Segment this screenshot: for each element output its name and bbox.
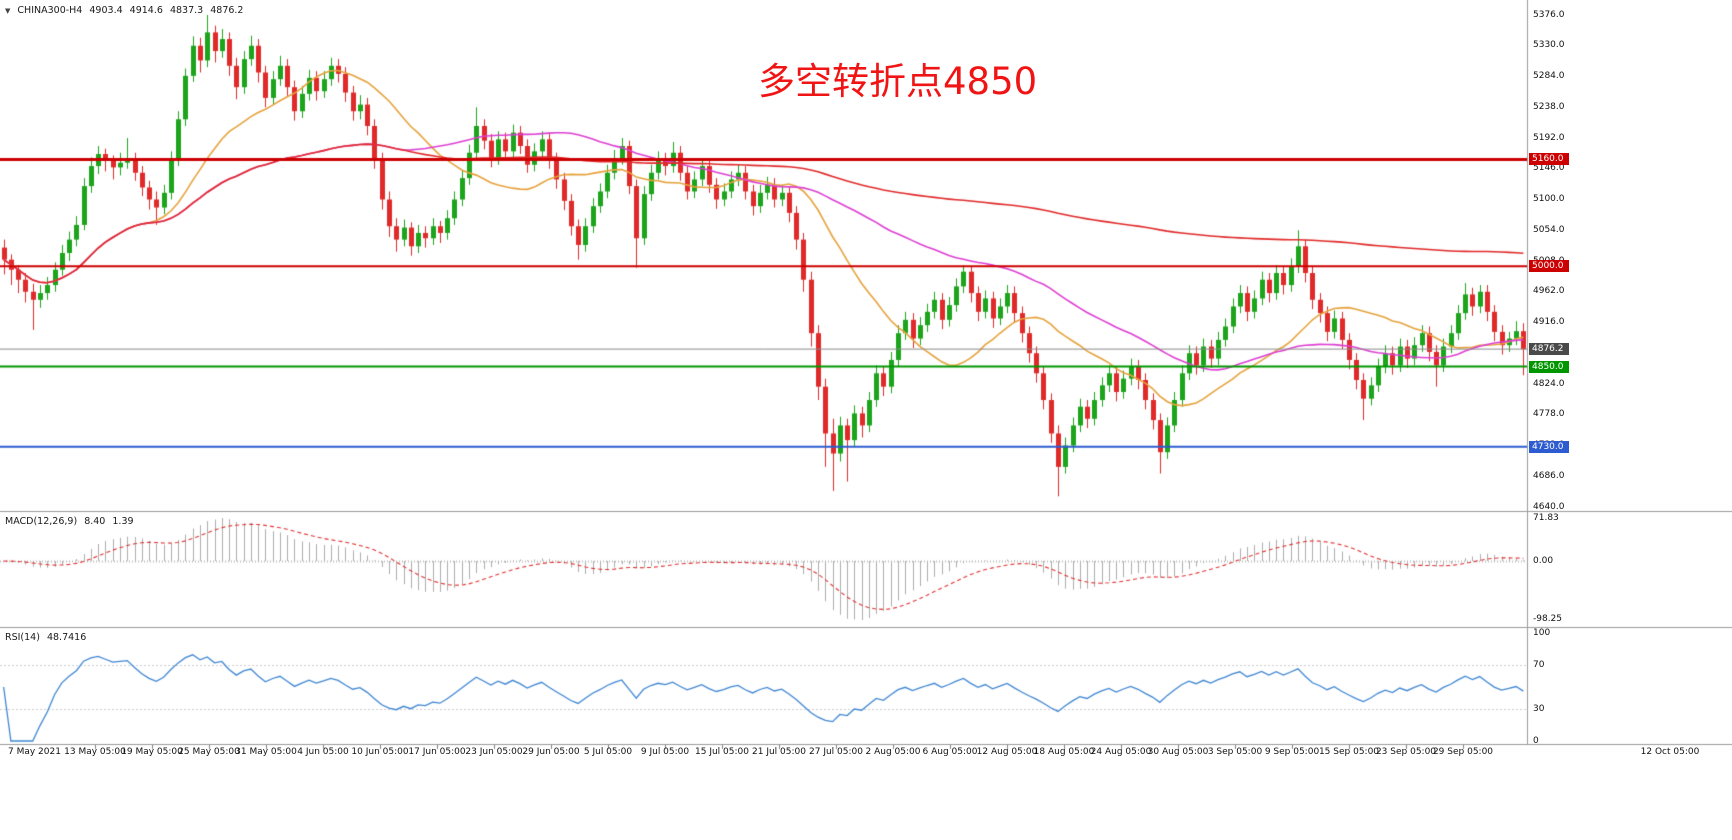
bar-low-value: 4837.3 [169, 5, 204, 16]
time-axis-label: 15 Jul 05:00 [695, 747, 749, 757]
time-axis-label: 29 Sep 05:00 [1432, 747, 1494, 757]
time-axis-label: 12 Aug 05:00 [976, 747, 1038, 757]
price-axis-label: 5192.0 [1533, 132, 1565, 143]
macd-axis-label: -98.25 [1533, 614, 1563, 624]
time-axis-label: 13 May 05:00 [64, 747, 126, 757]
rsi-axis-label: 0 [1533, 736, 1539, 746]
price-badge-5000.0: 5000.0 [1529, 260, 1569, 273]
macd-name-label: MACD(12,26,9) [5, 516, 78, 527]
rsi-axis-label: 100 [1533, 628, 1551, 638]
time-axis-label: 17 Jun 05:00 [408, 747, 466, 757]
price-axis-label: 5100.0 [1533, 194, 1565, 204]
rsi-name-label: RSI(14) [5, 632, 40, 643]
price-axis-label: 5054.0 [1533, 224, 1565, 235]
rsi-axis-label: 70 [1533, 660, 1545, 670]
price-badge-4730.0: 4730.0 [1529, 440, 1569, 453]
time-axis-label: 2 Aug 05:00 [865, 747, 921, 757]
time-axis-label: 12 Oct 05:00 [1640, 747, 1700, 757]
macd-signal-current-value: 1.39 [112, 516, 134, 527]
time-axis-label: 21 Jul 05:00 [752, 747, 806, 757]
price-axis-label: 4640.0 [1533, 501, 1565, 512]
time-axis-label: 31 May 05:00 [235, 747, 297, 757]
macd-current-value: 8.40 [84, 516, 106, 527]
time-axis-label: 9 Jul 05:00 [640, 747, 690, 757]
time-axis-label: 10 Jun 05:00 [351, 747, 409, 757]
price-axis-label: 5376.0 [1533, 9, 1565, 20]
price-axis-label: 5330.0 [1533, 40, 1565, 51]
time-axis-label: 27 Jul 05:00 [809, 747, 863, 757]
time-axis-label: 5 Jul 05:00 [583, 747, 633, 757]
price-axis-label: 4824.0 [1533, 378, 1565, 389]
price-axis-label: 5284.0 [1533, 71, 1565, 81]
time-axis-label: 7 May 2021 [8, 747, 61, 757]
time-axis-label: 9 Sep 05:00 [1264, 747, 1320, 757]
time-axis-label: 30 Aug 05:00 [1147, 747, 1209, 757]
price-badge-4850.0: 4850.0 [1529, 360, 1569, 373]
rsi-axis-label: 30 [1533, 704, 1545, 714]
annotation-text: 多空转折点4850 [758, 60, 1038, 103]
chart-header: ▼ CHINA300-H4 4903.4 4914.6 4837.3 4876.… [5, 5, 247, 16]
time-axis-label: 4 Jun 05:00 [297, 747, 349, 757]
time-axis-label: 25 May 05:00 [178, 747, 240, 757]
bar-high-value: 4914.6 [129, 5, 163, 16]
price-axis-label: 5146.0 [1533, 163, 1565, 174]
time-axis-label: 23 Jun 05:00 [465, 747, 523, 757]
macd-indicator-header: MACD(12,26,9) 8.40 1.39 [5, 516, 138, 527]
price-badge-5160.0: 5160.0 [1529, 153, 1569, 166]
macd-axis-label: 0.00 [1533, 556, 1554, 566]
price-badge-4876.2: 4876.2 [1529, 343, 1569, 356]
time-axis-label: 23 Sep 05:00 [1375, 747, 1437, 757]
price-axis-label: 4916.0 [1533, 317, 1565, 327]
price-axis-label: 4778.0 [1533, 409, 1565, 420]
rsi-current-value: 48.7416 [46, 632, 87, 643]
bar-open-value: 4903.4 [89, 5, 123, 16]
symbol-timeframe-label: CHINA300-H4 [17, 5, 83, 16]
time-axis-label: 3 Sep 05:00 [1207, 747, 1263, 757]
time-axis-label: 19 May 05:00 [121, 747, 183, 757]
bar-close-value: 4876.2 [210, 5, 244, 16]
price-axis-label: 5238.0 [1533, 101, 1565, 112]
time-axis-label: 24 Aug 05:00 [1090, 747, 1152, 757]
time-axis-label: 18 Aug 05:00 [1033, 747, 1095, 757]
time-axis-label: 15 Sep 05:00 [1318, 747, 1380, 757]
rsi-indicator-header: RSI(14) 48.7416 [5, 632, 90, 643]
time-axis-label: 29 Jun 05:00 [522, 747, 580, 757]
price-axis-label: 4686.0 [1533, 470, 1565, 481]
macd-axis-label: 71.83 [1533, 513, 1559, 523]
time-axis-label: 6 Aug 05:00 [922, 747, 978, 757]
chart-marker-icon: ▼ [5, 7, 11, 15]
price-axis-label: 4962.0 [1533, 286, 1565, 297]
